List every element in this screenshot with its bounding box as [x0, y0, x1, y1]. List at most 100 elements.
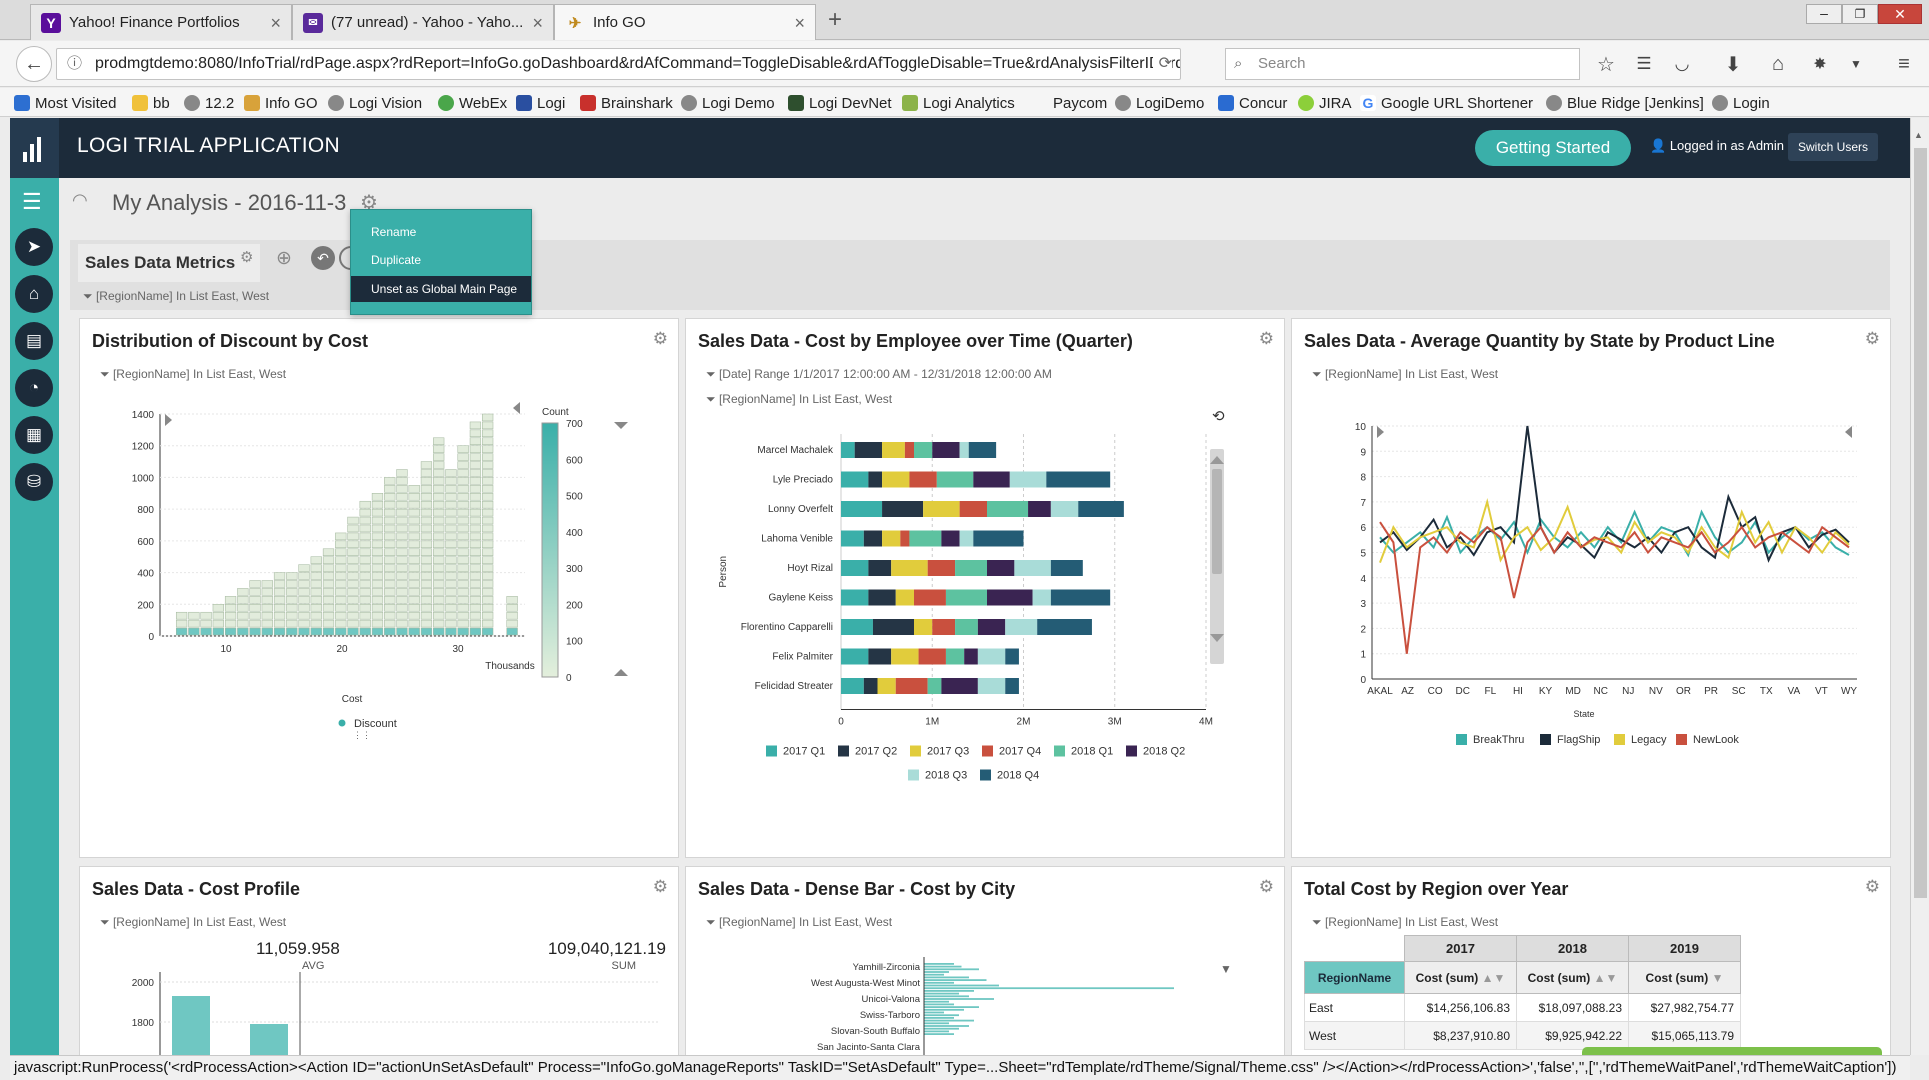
- dense-bar: [924, 992, 959, 995]
- heatmap-cell: [420, 461, 433, 469]
- browser-search-input[interactable]: ⌕ Search: [1225, 48, 1580, 80]
- bookmark-item[interactable]: JIRA: [1298, 92, 1352, 114]
- reading-list-icon[interactable]: ☰: [1636, 54, 1652, 73]
- bookmark-item[interactable]: bb: [132, 92, 170, 114]
- restore-button[interactable]: ❐: [1842, 4, 1878, 24]
- extension-icon[interactable]: ✸: [1813, 56, 1827, 73]
- dashboard-icon[interactable]: ◔: [15, 369, 53, 407]
- bookmark-item[interactable]: Logi Analytics: [902, 92, 1015, 114]
- gear-icon[interactable]: ⚙: [1258, 329, 1274, 348]
- bookmark-item[interactable]: Brainshark: [580, 92, 673, 114]
- heatmap-cell: [396, 588, 408, 596]
- heatmap-cell: [482, 524, 494, 533]
- url-bar[interactable]: ⓘ prodmgtdemo:8080/InfoTrial/rdPage.aspx…: [56, 48, 1181, 80]
- chevron-up-icon[interactable]: ▲: [1914, 130, 1923, 140]
- bookmark-item[interactable]: Info GO: [244, 92, 318, 114]
- chevron-down-icon[interactable]: ▼: [1850, 57, 1862, 71]
- bookmark-star-icon[interactable]: ☆: [1597, 53, 1615, 76]
- refresh-icon[interactable]: ⟲: [1212, 408, 1225, 425]
- heatmap-cell: [506, 611, 518, 620]
- bookmark-item[interactable]: Logi Demo: [681, 92, 775, 114]
- bookmark-item[interactable]: Logi: [516, 92, 565, 114]
- column-header[interactable]: Cost (sum) ▲▼: [1404, 961, 1517, 994]
- database-icon[interactable]: ⛁: [15, 463, 53, 501]
- line-chart[interactable]: 0 1 2 3 4 5 6 7 8 9 10 AKAL AZ CO DC FL HI KY MD NC NJ NV OR PR…: [1292, 389, 1892, 859]
- gear-icon[interactable]: ⚙: [1258, 877, 1274, 896]
- heatmap-cell: [408, 548, 420, 556]
- bookmark-item[interactable]: Blue Ridge [Jenkins]: [1546, 92, 1704, 114]
- x-tick-label: AZ: [1401, 686, 1414, 697]
- bookmark-item[interactable]: Login: [1712, 92, 1770, 114]
- heatmap-cell: [359, 532, 371, 541]
- menu-item-rename[interactable]: Rename: [371, 225, 417, 239]
- region-cell: East: [1304, 993, 1405, 1022]
- new-tab-button[interactable]: +: [828, 6, 843, 33]
- pocket-icon[interactable]: ◡: [1674, 54, 1690, 73]
- reload-icon[interactable]: ⟳: [1152, 49, 1172, 79]
- legend-label: BreakThru: [1473, 734, 1524, 746]
- add-tab-icon[interactable]: ⊕: [276, 248, 292, 269]
- chevron-down-icon[interactable]: ▼: [1220, 962, 1232, 976]
- scroll-right-icon: [513, 402, 520, 414]
- bookmark-item[interactable]: Most Visited: [14, 92, 116, 114]
- close-icon[interactable]: ×: [794, 13, 805, 33]
- bookmark-item[interactable]: Logi DevNet: [788, 92, 892, 114]
- heatmap-cell: [273, 604, 286, 612]
- cost-profile-chart[interactable]: 160018002000: [80, 972, 679, 1056]
- report-icon[interactable]: ▤: [15, 322, 53, 360]
- tab-yahoo-finance[interactable]: Y Yahoo! Finance Portfolios ×: [30, 4, 292, 40]
- bar-segment: [914, 619, 933, 635]
- heatmap-cell: [286, 604, 298, 612]
- bookmark-item[interactable]: WebEx: [438, 92, 507, 114]
- scrollbar-thumb[interactable]: [1914, 148, 1927, 898]
- home-icon[interactable]: ⌂: [1771, 52, 1785, 75]
- home-icon[interactable]: ⌂: [15, 275, 53, 313]
- column-header[interactable]: Cost (sum) ▲▼: [1516, 961, 1629, 994]
- page-scrollbar[interactable]: ▲: [1910, 118, 1929, 1055]
- yahoo-icon: Y: [41, 12, 61, 33]
- gear-icon[interactable]: ⚙: [652, 329, 668, 348]
- subtab-active[interactable]: Sales Data Metrics ⚙: [78, 244, 260, 282]
- heatmap-cell: [371, 627, 384, 636]
- bookmark-item[interactable]: Logi Vision: [328, 92, 422, 114]
- tab-yahoo-mail[interactable]: ✉ (77 unread) - Yahoo - Yaho... ×: [292, 4, 554, 40]
- minimize-button[interactable]: –: [1806, 4, 1842, 24]
- bar-segment: [1050, 560, 1083, 576]
- gear-icon[interactable]: ⚙: [1864, 877, 1880, 896]
- undo-icon[interactable]: ↶: [311, 246, 335, 270]
- bar-segment: [882, 530, 901, 547]
- app-logo[interactable]: [10, 118, 59, 178]
- heatmap-cell: [371, 524, 384, 533]
- menu-icon[interactable]: ≡: [1898, 52, 1910, 75]
- bookmark-item[interactable]: Paycom: [1053, 94, 1108, 112]
- close-icon[interactable]: ×: [270, 13, 281, 33]
- heatmap-cell: [188, 627, 200, 636]
- analysis-icon[interactable]: ▦: [15, 416, 53, 454]
- tab-info-go[interactable]: ✈ Info GO ×: [554, 4, 816, 40]
- window-close-button[interactable]: ✕: [1878, 4, 1922, 24]
- legend-label: Legacy: [1631, 734, 1667, 746]
- menu-item-unset-global[interactable]: Unset as Global Main Page: [351, 276, 531, 302]
- send-icon[interactable]: ➤: [15, 228, 53, 266]
- bookmark-item[interactable]: LogiDemo: [1115, 92, 1204, 114]
- gear-icon[interactable]: ⚙: [240, 249, 254, 266]
- gear-icon[interactable]: ⚙: [1864, 329, 1880, 348]
- dense-bar-chart[interactable]: Yamhill-Zirconia West Augusta-West Minot U…: [686, 957, 1285, 1056]
- bookmark-item[interactable]: G Google URL Shortener: [1360, 92, 1533, 114]
- switch-users-button[interactable]: Switch Users: [1788, 133, 1878, 161]
- stacked-bar-chart[interactable]: 0 1M 2M 3M 4M Person Marcel Machalek Lyle Preci…: [686, 414, 1286, 859]
- back-button[interactable]: ←: [16, 46, 52, 82]
- gear-icon[interactable]: ⚙: [652, 877, 668, 896]
- heatmap-cell: [237, 627, 249, 636]
- bookmark-item[interactable]: Concur: [1218, 92, 1287, 114]
- hamburger-menu-icon[interactable]: ☰: [22, 189, 42, 214]
- x-tick-label: 30: [452, 644, 464, 655]
- close-icon[interactable]: ×: [532, 13, 543, 33]
- gear-icon[interactable]: ⚙: [360, 192, 378, 214]
- menu-item-duplicate[interactable]: Duplicate: [371, 253, 422, 267]
- bookmark-item[interactable]: 12.2: [184, 92, 234, 114]
- download-icon[interactable]: ⬇: [1724, 53, 1742, 76]
- column-header[interactable]: Cost (sum) ▼: [1628, 961, 1741, 994]
- getting-started-button[interactable]: Getting Started: [1475, 130, 1631, 166]
